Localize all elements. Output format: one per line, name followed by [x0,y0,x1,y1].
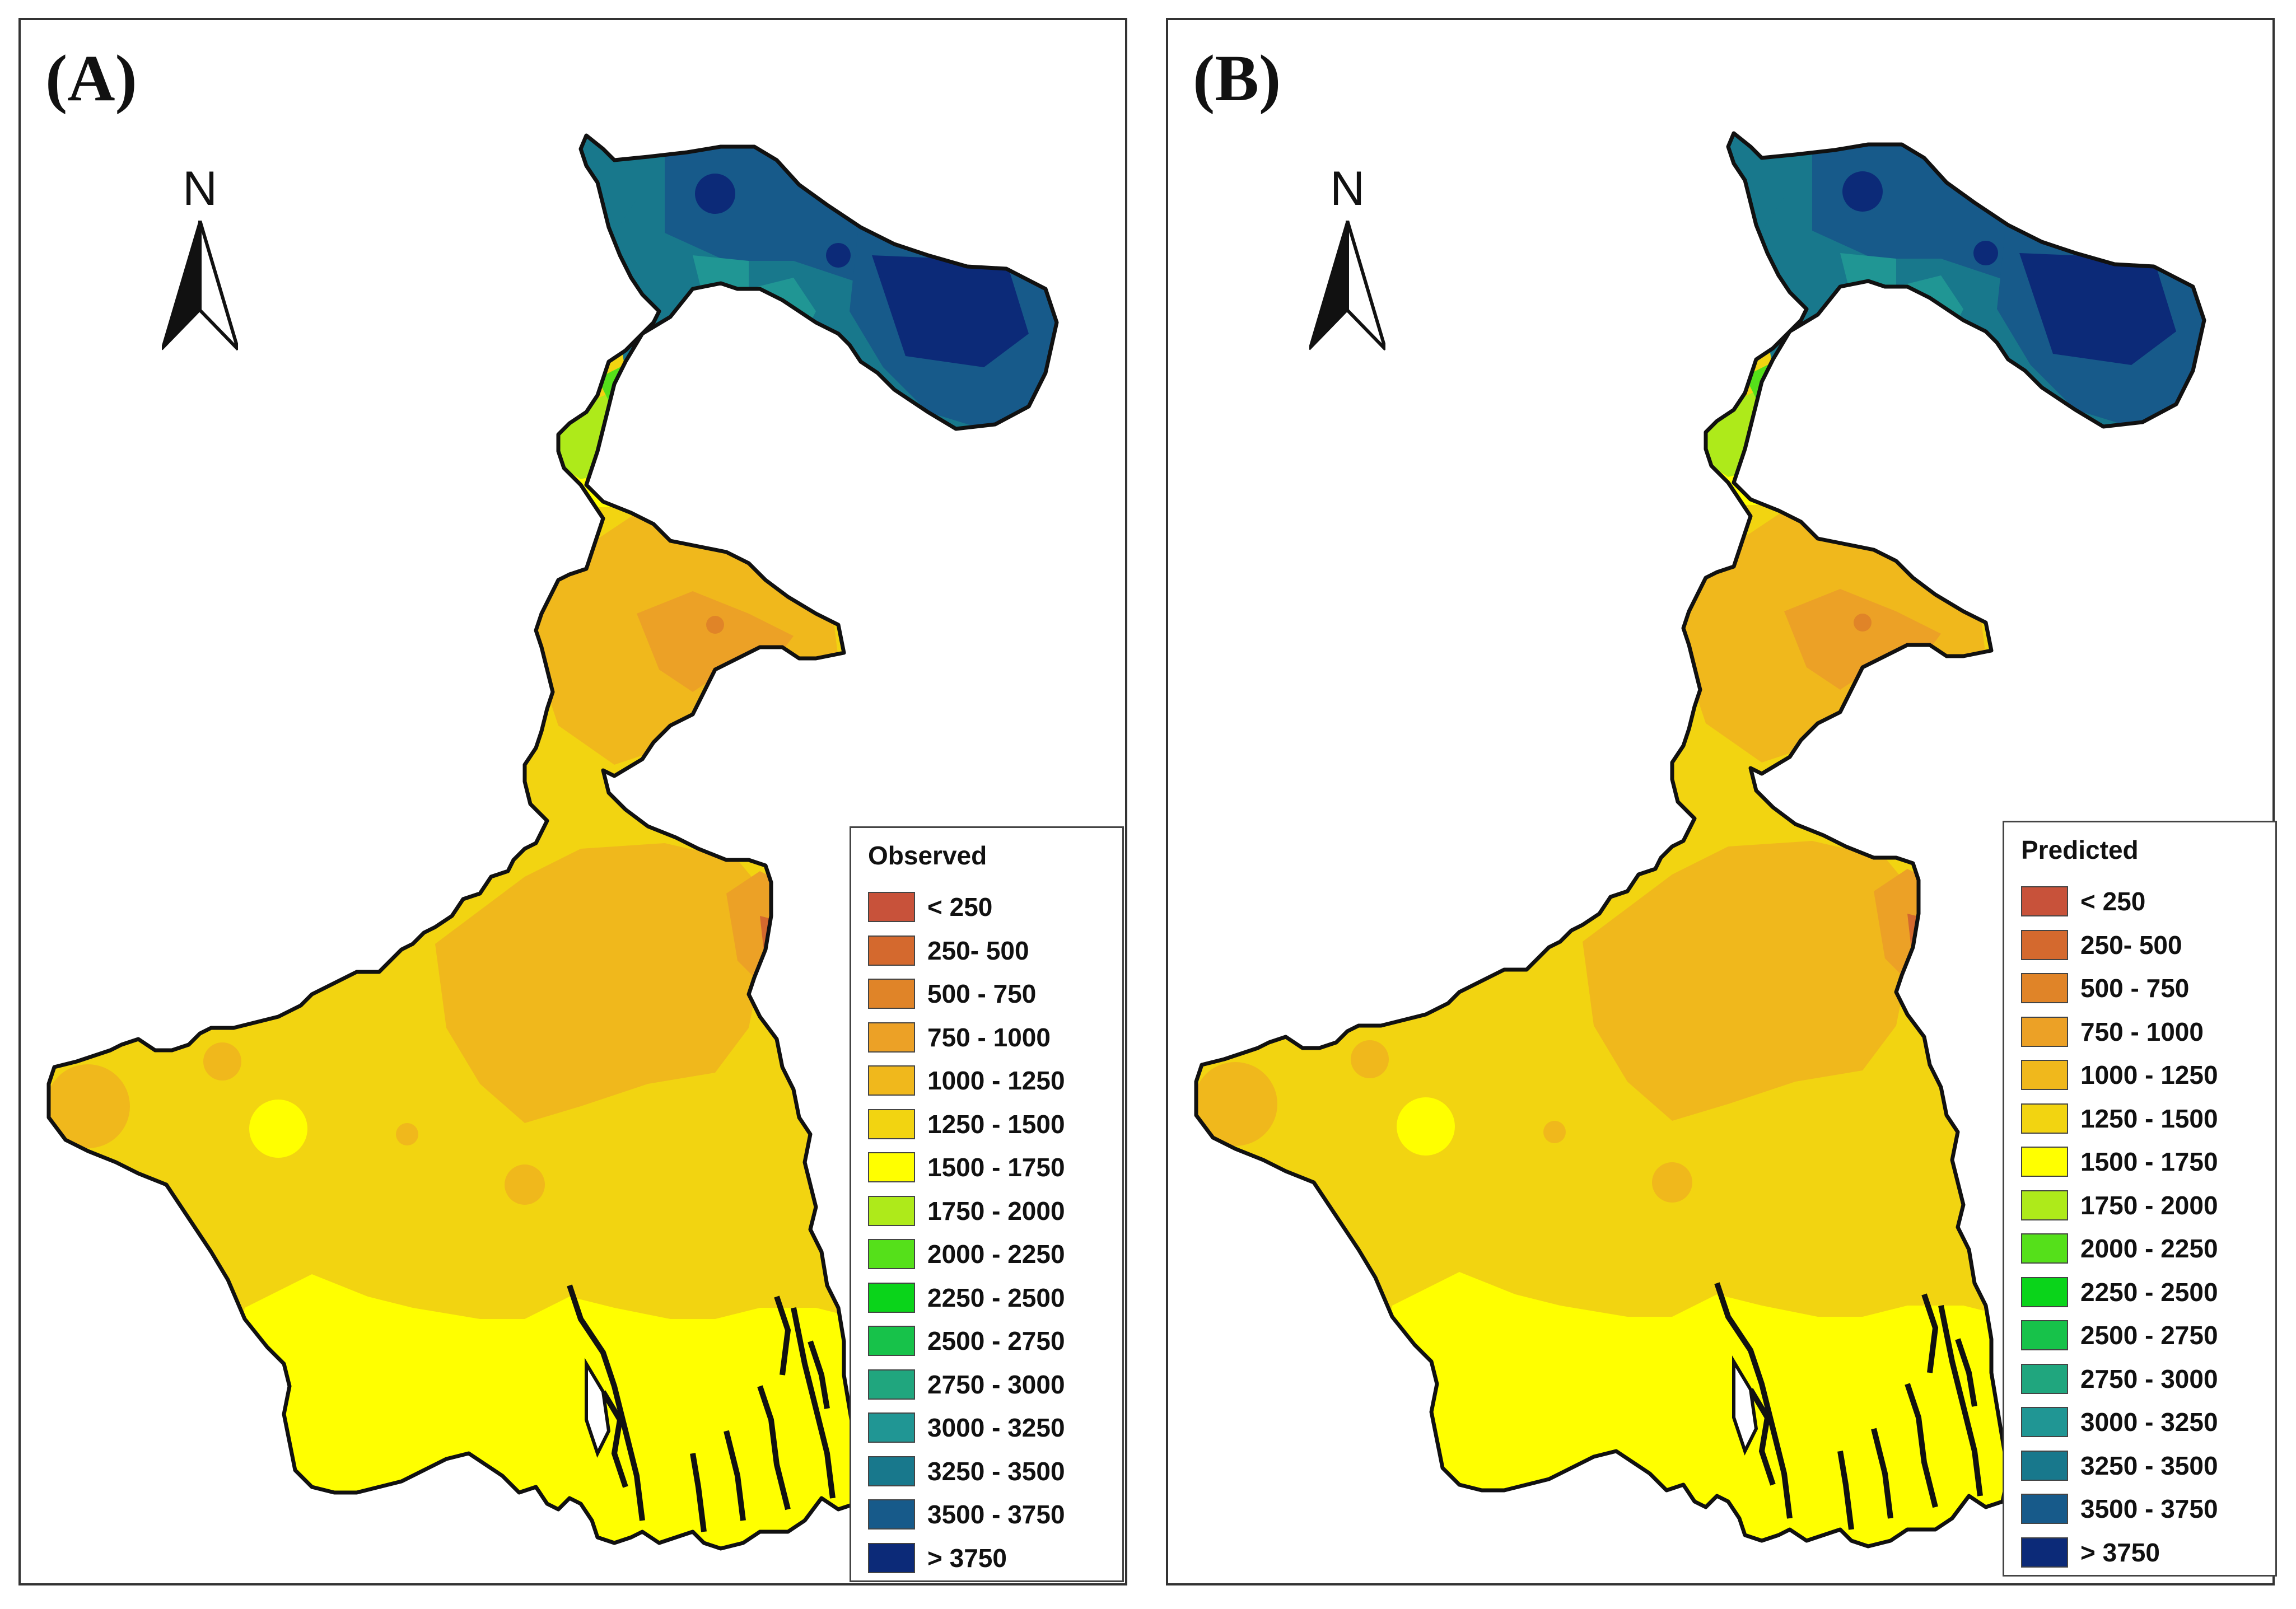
legend-label: 3250 - 3500 [2080,1451,2218,1480]
legend-swatch [2021,1494,2068,1524]
legend-swatch [868,1499,915,1530]
legend-swatch [868,979,915,1009]
legend-label: 1750 - 2000 [2080,1190,2218,1220]
legend-label: 3000 - 3250 [2080,1407,2218,1437]
legend-label: 2500 - 2750 [2080,1321,2218,1350]
legend-swatch [2021,1016,2068,1047]
legend-swatch [868,1456,915,1486]
legend-label: 2750 - 3000 [2080,1364,2218,1393]
north-label: N [182,162,218,216]
legend-title: Observed [868,841,987,870]
panel-predicted: (B) N Predicted < 250 250- 500 500 - 750 75… [1166,18,2277,1585]
legend-label: 2500 - 2750 [927,1326,1065,1355]
legend-swatch [868,1108,915,1139]
legend-label: 750 - 1000 [927,1022,1051,1052]
legend-swatch [2021,1233,2068,1264]
legend-label: 750 - 1000 [2080,1017,2204,1046]
legend-swatch [2021,1103,2068,1134]
legend-swatch [2021,973,2068,1003]
legend-label: 1500 - 1750 [927,1153,1065,1182]
legend-swatch [868,1195,915,1226]
legend-label: > 3750 [2080,1537,2160,1567]
legend-swatch [868,1239,915,1269]
legend-label: 1000 - 1250 [2080,1060,2218,1089]
legend-swatch [868,1065,915,1096]
legend-label: 500 - 750 [927,979,1037,1008]
legend-label: 3250 - 3500 [927,1456,1065,1486]
legend-label: 3500 - 3750 [2080,1494,2218,1523]
legend-swatch [2021,1190,2068,1220]
north-label: N [1329,162,1365,216]
legend-label: 500 - 750 [2080,974,2190,1003]
legend-swatch [868,935,915,966]
legend-swatch [868,1022,915,1053]
panel-label: (A) [45,41,137,115]
legend-swatch [2021,1320,2068,1350]
legend: Predicted < 250 250- 500 500 - 750 750 - 10… [2003,821,2277,1577]
legend-label: 250- 500 [2080,930,2182,960]
legend-swatch [868,1152,915,1182]
legend-swatch [868,1282,915,1313]
legend-swatch [2021,1363,2068,1394]
legend-swatch [868,1542,915,1573]
legend: Observed < 250 250- 500 500 - 750 750 - 100… [850,826,1124,1582]
legend-label: 1250 - 1500 [2080,1103,2218,1133]
legend-label: 1750 - 2000 [927,1196,1065,1226]
legend-label: < 250 [2080,887,2146,916]
legend-swatch [868,1369,915,1400]
legend-label: < 250 [927,892,993,922]
legend-label: > 3750 [927,1543,1007,1573]
legend-label: 1000 - 1250 [927,1066,1065,1095]
legend-swatch [2021,1276,2068,1307]
legend-label: 1250 - 1500 [927,1109,1065,1139]
legend-swatch [868,892,915,922]
legend-label: 3000 - 3250 [927,1413,1065,1442]
legend-swatch [2021,929,2068,960]
legend-label: 250- 500 [927,936,1029,965]
legend-swatch [2021,1060,2068,1090]
north-arrow-icon: N [155,165,245,372]
legend-swatch [868,1326,915,1356]
legend-swatch [2021,1147,2068,1177]
legend-label: 2000 - 2250 [2080,1234,2218,1263]
legend-label: 2250 - 2500 [2080,1277,2218,1307]
legend-label: 2000 - 2250 [927,1240,1065,1269]
legend-swatch [2021,1450,2068,1481]
legend-label: 2750 - 3000 [927,1369,1065,1399]
legend-label: 1500 - 1750 [2080,1147,2218,1176]
panel-observed: (A) N Observed < 250 250- 500 500 - 750 750… [18,18,1127,1585]
legend-label: 2250 - 2500 [927,1283,1065,1312]
legend-swatch [2021,1407,2068,1437]
legend-swatch [2021,886,2068,916]
north-arrow-icon: N [1303,165,1392,372]
legend-swatch [2021,1537,2068,1568]
legend-label: 3500 - 3750 [927,1500,1065,1529]
legend-swatch [868,1412,915,1443]
legend-title: Predicted [2021,835,2139,864]
panel-label: (B) [1193,41,1281,115]
